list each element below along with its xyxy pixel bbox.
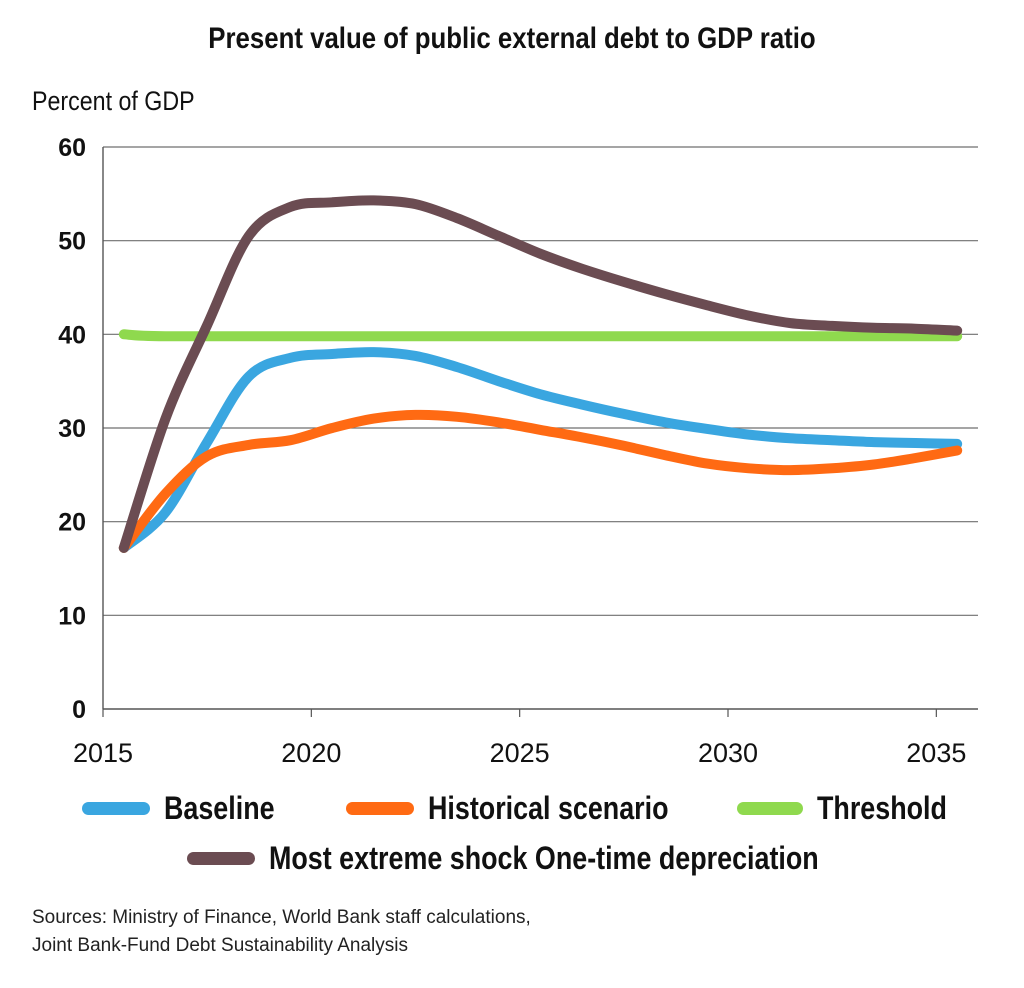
y-tick-label-30: 30 xyxy=(58,415,86,443)
series-line-historical-scenario xyxy=(118,409,963,553)
series-line-baseline xyxy=(118,347,963,553)
y-tick-label-20: 20 xyxy=(58,509,86,537)
x-tick-label-2020: 2020 xyxy=(281,738,341,768)
legend-swatch-threshold xyxy=(737,802,803,815)
legend-item-shock: Most extreme shock One-time depreciation xyxy=(187,840,923,877)
x-tick-label-2035: 2035 xyxy=(906,738,966,768)
legend-label-threshold: Threshold xyxy=(817,790,947,826)
series-line-most-extreme-shock-one-time-depreciation xyxy=(118,195,963,553)
chart-title: Present value of public external debt to… xyxy=(208,22,816,55)
sources-line-2: Joint Bank-Fund Debt Sustainability Anal… xyxy=(32,935,408,956)
y-tick-label-40: 40 xyxy=(58,321,86,349)
legend-swatch-baseline xyxy=(82,802,150,815)
series-lines xyxy=(118,195,963,553)
legend-item-historical: Historical scenario xyxy=(346,790,714,827)
legend-label-baseline: Baseline xyxy=(164,790,275,826)
legend-swatch-shock xyxy=(187,852,255,865)
y-tick-label-60: 60 xyxy=(58,134,86,162)
y-tick-label-0: 0 xyxy=(72,696,86,724)
legend-item-baseline: Baseline xyxy=(82,790,296,827)
legend-swatch-historical xyxy=(346,802,414,815)
y-tick-label-10: 10 xyxy=(58,602,86,630)
y-axis-label: Percent of GDP xyxy=(32,86,195,116)
gridlines xyxy=(103,146,978,616)
x-tick-labels: 2015 2020 2025 2030 2035 xyxy=(73,738,966,768)
axes xyxy=(102,147,978,717)
x-tick-label-2015: 2015 xyxy=(73,738,133,768)
y-tick-label-50: 50 xyxy=(58,228,86,256)
x-tick-label-2030: 2030 xyxy=(698,738,758,768)
series-line-threshold xyxy=(118,329,963,342)
legend: Baseline Historical scenario Threshold M… xyxy=(0,780,1024,890)
sources-line-1: Sources: Ministry of Finance, World Bank… xyxy=(32,907,531,928)
x-tick-label-2025: 2025 xyxy=(490,738,550,768)
sources-note: Sources: Ministry of Finance, World Bank… xyxy=(32,904,531,960)
legend-label-shock: Most extreme shock One-time depreciation xyxy=(269,840,819,876)
y-tick-labels: 0 10 20 30 40 50 60 xyxy=(58,134,86,724)
legend-label-historical: Historical scenario xyxy=(428,790,669,826)
legend-item-threshold: Threshold xyxy=(737,790,972,827)
